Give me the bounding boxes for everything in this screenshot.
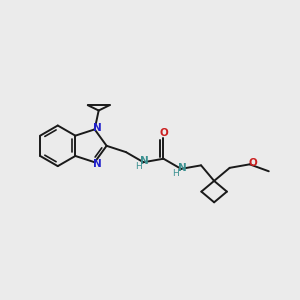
Text: N: N <box>93 123 101 133</box>
Text: O: O <box>159 128 168 138</box>
Text: H: H <box>172 169 179 178</box>
Text: O: O <box>249 158 258 168</box>
Text: N: N <box>178 163 186 173</box>
Text: H: H <box>135 162 142 171</box>
Text: N: N <box>140 156 149 167</box>
Text: N: N <box>93 159 101 169</box>
